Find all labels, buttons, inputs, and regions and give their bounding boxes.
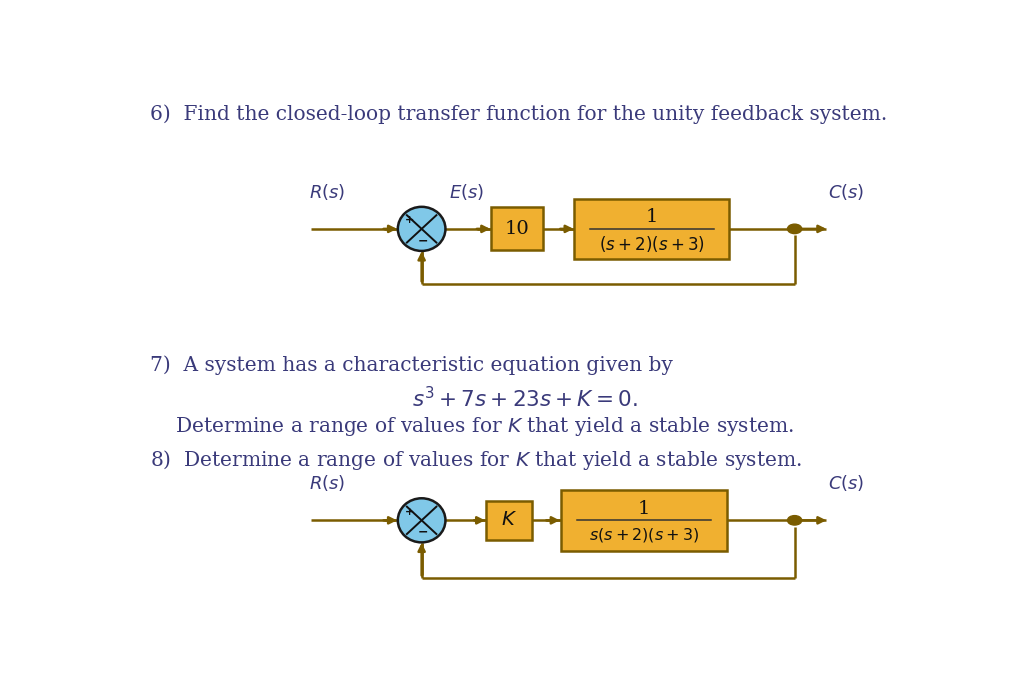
Text: 7)  A system has a characteristic equation given by: 7) A system has a characteristic equatio… [151, 355, 673, 374]
Text: $K$: $K$ [501, 512, 517, 529]
Ellipse shape [397, 207, 445, 251]
Text: 8)  Determine a range of values for $K$ that yield a stable system.: 8) Determine a range of values for $K$ t… [151, 448, 802, 472]
Text: $s(s+2)(s+3)$: $s(s+2)(s+3)$ [589, 527, 699, 544]
Text: 6)  Find the closed-loop transfer function for the unity feedback system.: 6) Find the closed-loop transfer functio… [151, 104, 888, 123]
FancyBboxPatch shape [574, 198, 729, 259]
Text: $R(s)$: $R(s)$ [309, 473, 345, 493]
Text: −: − [418, 235, 428, 248]
Text: $R(s)$: $R(s)$ [309, 181, 345, 202]
Text: 10: 10 [505, 220, 529, 238]
Circle shape [787, 224, 802, 234]
Text: $s^3 + 7s + 23s + K = 0.$: $s^3 + 7s + 23s + K = 0.$ [412, 387, 638, 413]
Text: $C(s)$: $C(s)$ [828, 181, 864, 202]
Ellipse shape [397, 499, 445, 542]
Text: +: + [404, 216, 414, 226]
Text: Determine a range of values for $K$ that yield a stable system.: Determine a range of values for $K$ that… [151, 415, 794, 439]
FancyBboxPatch shape [560, 490, 727, 550]
Text: $(s+2)(s+3)$: $(s+2)(s+3)$ [599, 234, 705, 254]
FancyBboxPatch shape [492, 207, 543, 250]
Text: 1: 1 [638, 500, 650, 518]
Text: −: − [418, 526, 428, 539]
FancyBboxPatch shape [486, 501, 531, 540]
Text: 1: 1 [645, 209, 658, 226]
Text: $C(s)$: $C(s)$ [828, 473, 864, 493]
Text: $E(s)$: $E(s)$ [450, 181, 484, 202]
Text: +: + [404, 507, 414, 517]
Circle shape [787, 516, 802, 525]
